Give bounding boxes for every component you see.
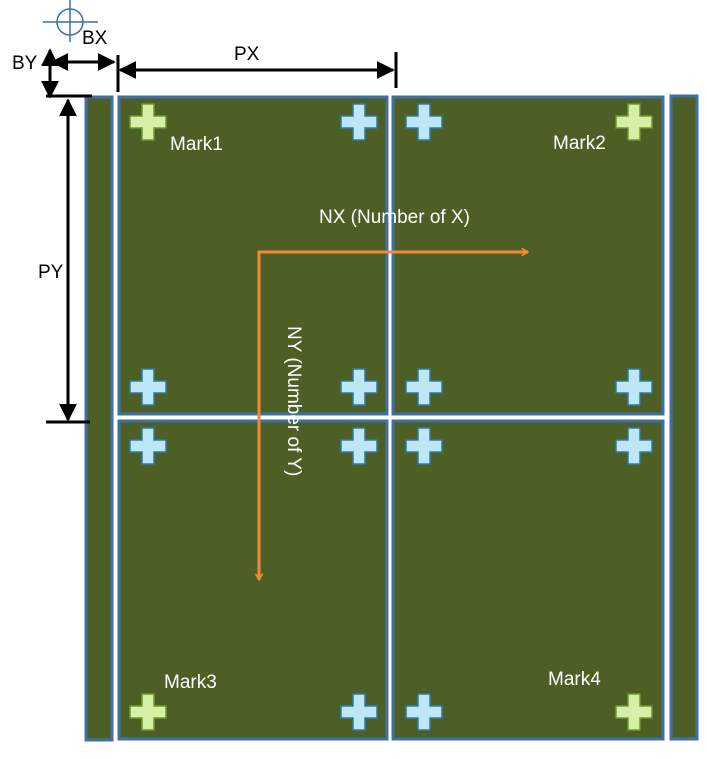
- alignment-plus-cross-icon: [340, 368, 378, 406]
- mark2-label: Mark2: [553, 133, 606, 154]
- left-rail: [84, 95, 114, 742]
- crosshair-circle-icon: [43, 0, 98, 42]
- panel-top-right: [391, 95, 665, 416]
- mark4-label: Mark4: [548, 669, 601, 690]
- mark1-label: Mark1: [170, 134, 223, 155]
- alignment-plus-cross-icon: [340, 103, 378, 141]
- alignment-plus-cross-icon: [615, 368, 653, 406]
- px-label: PX: [234, 44, 260, 65]
- fiducial-plus-cross-icon: [615, 103, 653, 141]
- fiducial-plus-cross-icon: [615, 693, 653, 731]
- right-rail: [669, 94, 699, 741]
- fiducial-plus-cross-icon: [129, 693, 167, 731]
- panel-top-left: [117, 95, 389, 416]
- nx-label: NX (Number of X): [319, 207, 470, 228]
- ny-label: NY (Number of Y): [283, 326, 304, 476]
- panel-bottom-left: [117, 419, 389, 741]
- alignment-plus-cross-icon: [405, 103, 443, 141]
- alignment-plus-cross-icon: [129, 368, 167, 406]
- alignment-plus-cross-icon: [340, 693, 378, 731]
- bx-label: BX: [82, 28, 108, 49]
- alignment-plus-cross-icon: [405, 693, 443, 731]
- alignment-plus-cross-icon: [405, 368, 443, 406]
- by-label: BY: [12, 53, 38, 74]
- alignment-plus-cross-icon: [340, 427, 378, 465]
- panel-bottom-right: [391, 419, 665, 741]
- mark3-label: Mark3: [164, 672, 217, 693]
- alignment-plus-cross-icon: [615, 427, 653, 465]
- alignment-plus-cross-icon: [405, 427, 443, 465]
- cross-markers: [129, 103, 653, 731]
- py-label: PY: [38, 262, 64, 283]
- fiducial-plus-cross-icon: [129, 103, 167, 141]
- alignment-plus-cross-icon: [129, 427, 167, 465]
